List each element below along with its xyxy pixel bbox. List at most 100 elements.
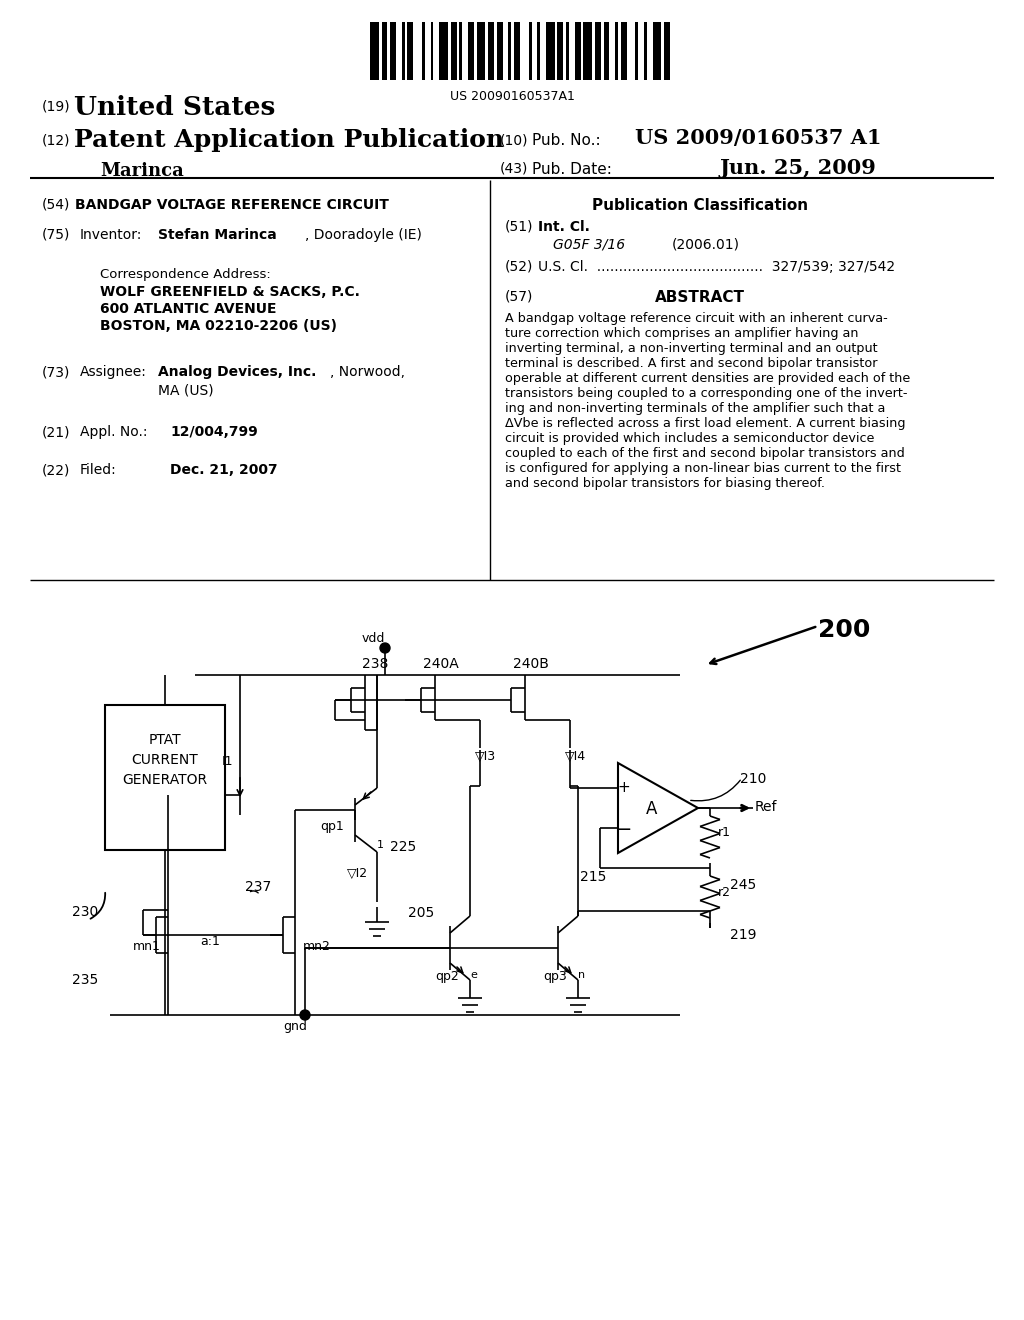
- Text: Filed:: Filed:: [80, 463, 117, 477]
- Text: (21): (21): [42, 425, 71, 440]
- Text: terminal is described. A first and second bipolar transistor: terminal is described. A first and secon…: [505, 356, 878, 370]
- Text: 245: 245: [730, 878, 757, 892]
- Bar: [439, 22, 447, 81]
- Text: (51): (51): [505, 220, 534, 234]
- Bar: [595, 22, 601, 81]
- Text: r2: r2: [718, 886, 731, 899]
- Text: 600 ATLANTIC AVENUE: 600 ATLANTIC AVENUE: [100, 302, 276, 315]
- Text: WOLF GREENFIELD & SACKS, P.C.: WOLF GREENFIELD & SACKS, P.C.: [100, 285, 359, 300]
- Text: 237: 237: [245, 880, 271, 894]
- Text: 230: 230: [72, 906, 98, 919]
- Circle shape: [380, 643, 390, 653]
- Text: is configured for applying a non-linear bias current to the first: is configured for applying a non-linear …: [505, 462, 901, 475]
- Text: Patent Application Publication: Patent Application Publication: [74, 128, 504, 152]
- Bar: [635, 22, 638, 81]
- Text: transistors being coupled to a corresponding one of the invert-: transistors being coupled to a correspon…: [505, 387, 907, 400]
- Text: Assignee:: Assignee:: [80, 366, 146, 379]
- Text: 200: 200: [818, 618, 870, 642]
- Text: MA (US): MA (US): [158, 383, 214, 397]
- Text: ΔVbe is reflected across a first load element. A current biasing: ΔVbe is reflected across a first load el…: [505, 417, 905, 430]
- Text: (57): (57): [505, 290, 534, 304]
- Bar: [382, 22, 387, 81]
- Text: BOSTON, MA 02210-2206 (US): BOSTON, MA 02210-2206 (US): [100, 319, 337, 333]
- Text: qp2: qp2: [435, 970, 459, 983]
- Text: Inventor:: Inventor:: [80, 228, 142, 242]
- Text: GENERATOR: GENERATOR: [123, 774, 208, 787]
- Text: Appl. No.:: Appl. No.:: [80, 425, 147, 440]
- Text: ture correction which comprises an amplifier having an: ture correction which comprises an ampli…: [505, 327, 858, 341]
- Text: Int. Cl.: Int. Cl.: [538, 220, 590, 234]
- Bar: [665, 22, 670, 81]
- Text: 205: 205: [408, 906, 434, 920]
- Bar: [477, 22, 485, 81]
- Text: 235: 235: [72, 973, 98, 987]
- Text: mn2: mn2: [303, 940, 331, 953]
- Text: vdd: vdd: [361, 632, 385, 645]
- Bar: [615, 22, 618, 81]
- Text: (54): (54): [42, 198, 71, 213]
- Text: ing and non-inverting terminals of the amplifier such that a: ing and non-inverting terminals of the a…: [505, 403, 886, 414]
- Text: PTAT: PTAT: [148, 733, 181, 747]
- Text: and second bipolar transistors for biasing thereof.: and second bipolar transistors for biasi…: [505, 477, 825, 490]
- Text: Ref: Ref: [755, 800, 777, 814]
- Text: 238: 238: [362, 657, 388, 671]
- Bar: [390, 22, 396, 81]
- Text: −: −: [615, 820, 632, 840]
- Bar: [422, 22, 425, 81]
- Text: Pub. No.:: Pub. No.:: [532, 133, 601, 148]
- Text: 225: 225: [390, 840, 416, 854]
- Text: A bandgap voltage reference circuit with an inherent curva-: A bandgap voltage reference circuit with…: [505, 312, 888, 325]
- Bar: [644, 22, 647, 81]
- Text: Dec. 21, 2007: Dec. 21, 2007: [170, 463, 278, 477]
- Text: 1: 1: [377, 840, 384, 850]
- Text: mn1: mn1: [133, 940, 161, 953]
- Bar: [509, 22, 511, 81]
- Text: (12): (12): [42, 133, 71, 147]
- Text: Correspondence Address:: Correspondence Address:: [100, 268, 270, 281]
- Bar: [546, 22, 555, 81]
- Text: BANDGAP VOLTAGE REFERENCE CIRCUIT: BANDGAP VOLTAGE REFERENCE CIRCUIT: [75, 198, 389, 213]
- Text: +: +: [617, 780, 631, 795]
- Bar: [460, 22, 462, 81]
- Text: (43): (43): [500, 162, 528, 176]
- Text: 240A: 240A: [423, 657, 459, 671]
- Text: United States: United States: [74, 95, 275, 120]
- Bar: [652, 22, 662, 81]
- Text: (73): (73): [42, 366, 71, 379]
- Bar: [401, 22, 404, 81]
- Bar: [105, 705, 225, 850]
- Bar: [468, 22, 474, 81]
- Text: Pub. Date:: Pub. Date:: [532, 162, 612, 177]
- Text: coupled to each of the first and second bipolar transistors and: coupled to each of the first and second …: [505, 447, 905, 459]
- Text: 219: 219: [730, 928, 757, 942]
- Bar: [430, 22, 433, 81]
- Text: Publication Classification: Publication Classification: [592, 198, 808, 213]
- Text: G05F 3/16: G05F 3/16: [553, 238, 625, 252]
- Text: 215: 215: [580, 870, 606, 884]
- Text: US 2009/0160537 A1: US 2009/0160537 A1: [635, 128, 882, 148]
- Text: ▽I4: ▽I4: [565, 750, 586, 763]
- Bar: [528, 22, 531, 81]
- Text: qp1: qp1: [319, 820, 344, 833]
- Bar: [621, 22, 627, 81]
- Text: 12/004,799: 12/004,799: [170, 425, 258, 440]
- Text: , Norwood,: , Norwood,: [330, 366, 406, 379]
- Text: r1: r1: [718, 826, 731, 840]
- Text: Jun. 25, 2009: Jun. 25, 2009: [720, 158, 877, 178]
- Text: qp3: qp3: [543, 970, 566, 983]
- Text: I1: I1: [222, 755, 233, 768]
- Text: 210: 210: [740, 772, 766, 785]
- Bar: [604, 22, 609, 81]
- Text: operable at different current densities are provided each of the: operable at different current densities …: [505, 372, 910, 385]
- Text: Analog Devices, Inc.: Analog Devices, Inc.: [158, 366, 316, 379]
- Bar: [566, 22, 569, 81]
- Bar: [451, 22, 457, 81]
- Bar: [488, 22, 494, 81]
- Text: (10): (10): [500, 133, 528, 147]
- Text: e: e: [470, 970, 477, 979]
- Text: (19): (19): [42, 100, 71, 114]
- Text: gnd: gnd: [283, 1020, 307, 1034]
- Text: circuit is provided which includes a semiconductor device: circuit is provided which includes a sem…: [505, 432, 874, 445]
- Text: A: A: [646, 800, 657, 818]
- Bar: [497, 22, 503, 81]
